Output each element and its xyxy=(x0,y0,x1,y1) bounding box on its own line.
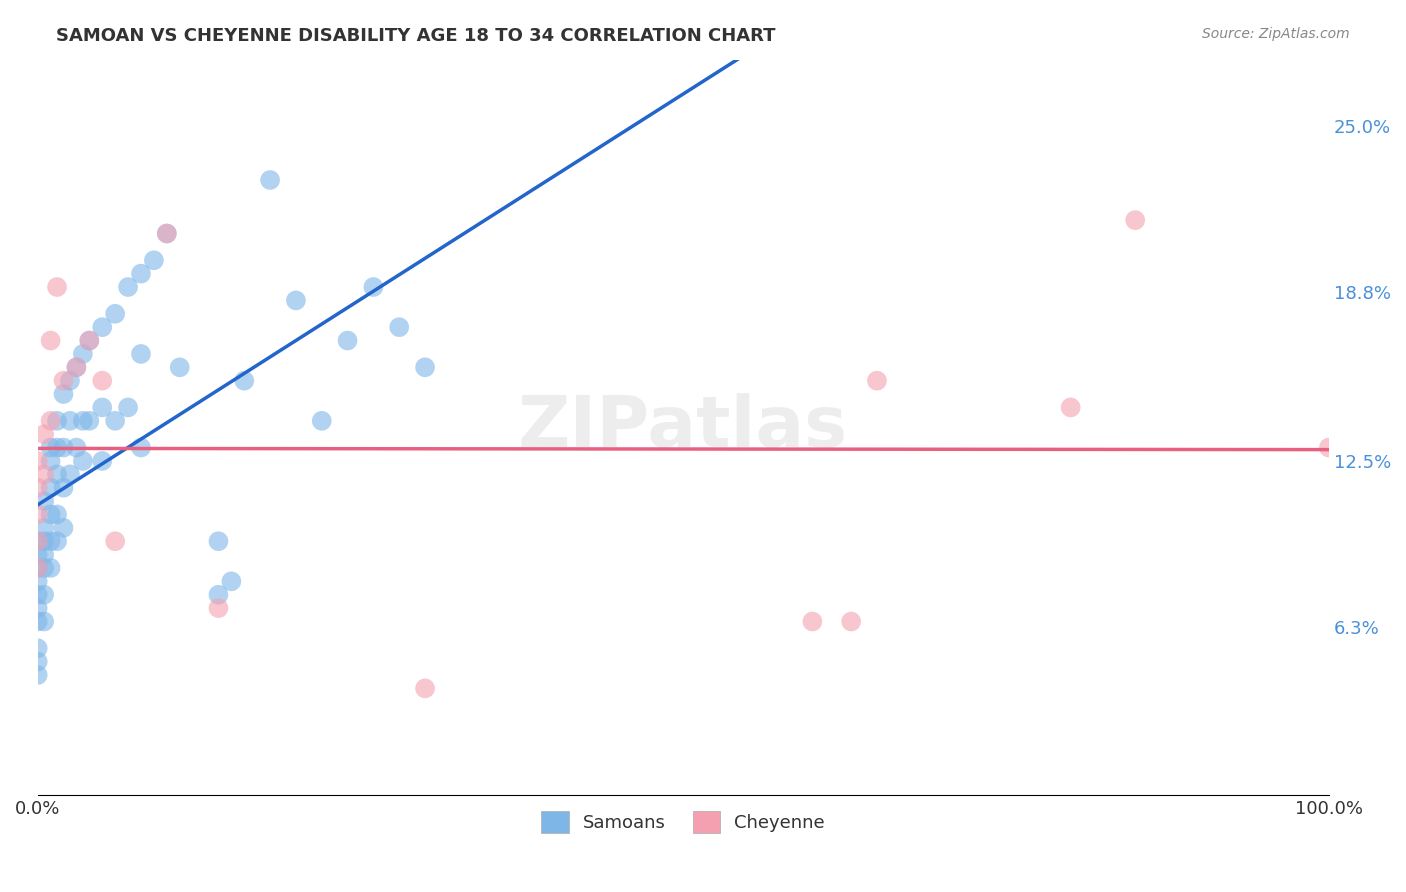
Point xyxy=(27,588,49,602)
Point xyxy=(27,548,49,562)
Point xyxy=(32,561,55,575)
Point xyxy=(59,414,82,428)
Point xyxy=(363,280,385,294)
Point xyxy=(52,374,75,388)
Point xyxy=(311,414,333,428)
Point xyxy=(1123,213,1146,227)
Point xyxy=(39,414,62,428)
Point xyxy=(59,467,82,482)
Point xyxy=(1317,441,1340,455)
Point xyxy=(104,307,127,321)
Point xyxy=(27,534,49,549)
Point xyxy=(104,534,127,549)
Point xyxy=(27,454,49,468)
Point xyxy=(91,401,114,415)
Point xyxy=(79,334,101,348)
Point xyxy=(32,548,55,562)
Point xyxy=(413,360,436,375)
Point xyxy=(46,414,69,428)
Point xyxy=(207,601,229,615)
Point xyxy=(46,467,69,482)
Point xyxy=(39,561,62,575)
Point xyxy=(39,454,62,468)
Text: ZIPatlas: ZIPatlas xyxy=(519,393,848,462)
Point xyxy=(32,615,55,629)
Point xyxy=(117,280,139,294)
Point xyxy=(129,267,152,281)
Point xyxy=(39,441,62,455)
Point xyxy=(46,280,69,294)
Point xyxy=(65,441,87,455)
Point xyxy=(79,334,101,348)
Point xyxy=(65,360,87,375)
Point xyxy=(142,253,165,268)
Point xyxy=(39,481,62,495)
Legend: Samoans, Cheyenne: Samoans, Cheyenne xyxy=(529,798,838,846)
Point xyxy=(156,227,179,241)
Point xyxy=(221,574,243,589)
Point xyxy=(156,227,179,241)
Text: SAMOAN VS CHEYENNE DISABILITY AGE 18 TO 34 CORRELATION CHART: SAMOAN VS CHEYENNE DISABILITY AGE 18 TO … xyxy=(56,27,776,45)
Point xyxy=(52,481,75,495)
Point xyxy=(27,534,49,549)
Point xyxy=(32,521,55,535)
Point xyxy=(79,414,101,428)
Point xyxy=(413,681,436,696)
Point xyxy=(866,374,889,388)
Point xyxy=(52,441,75,455)
Point xyxy=(129,441,152,455)
Point xyxy=(91,454,114,468)
Point xyxy=(39,508,62,522)
Point xyxy=(52,387,75,401)
Point xyxy=(27,481,49,495)
Point xyxy=(32,427,55,442)
Point xyxy=(104,414,127,428)
Point xyxy=(27,668,49,682)
Point xyxy=(46,441,69,455)
Point xyxy=(27,574,49,589)
Point xyxy=(46,508,69,522)
Point xyxy=(32,467,55,482)
Point xyxy=(129,347,152,361)
Point xyxy=(91,374,114,388)
Point xyxy=(65,360,87,375)
Point xyxy=(801,615,824,629)
Point xyxy=(27,615,49,629)
Point xyxy=(169,360,191,375)
Point xyxy=(207,588,229,602)
Point xyxy=(72,347,94,361)
Point xyxy=(1059,401,1081,415)
Point xyxy=(233,374,256,388)
Text: Source: ZipAtlas.com: Source: ZipAtlas.com xyxy=(1202,27,1350,41)
Point xyxy=(27,601,49,615)
Point xyxy=(207,534,229,549)
Point xyxy=(284,293,307,308)
Point xyxy=(259,173,281,187)
Point xyxy=(91,320,114,334)
Point xyxy=(32,534,55,549)
Point xyxy=(27,561,49,575)
Point xyxy=(39,334,62,348)
Point xyxy=(52,521,75,535)
Point xyxy=(32,588,55,602)
Point xyxy=(72,414,94,428)
Point xyxy=(72,454,94,468)
Point xyxy=(59,374,82,388)
Point xyxy=(46,534,69,549)
Point xyxy=(336,334,359,348)
Point xyxy=(39,534,62,549)
Point xyxy=(27,508,49,522)
Point xyxy=(32,494,55,508)
Point xyxy=(27,561,49,575)
Point xyxy=(388,320,411,334)
Point xyxy=(27,655,49,669)
Point xyxy=(839,615,862,629)
Point xyxy=(27,641,49,656)
Point xyxy=(117,401,139,415)
